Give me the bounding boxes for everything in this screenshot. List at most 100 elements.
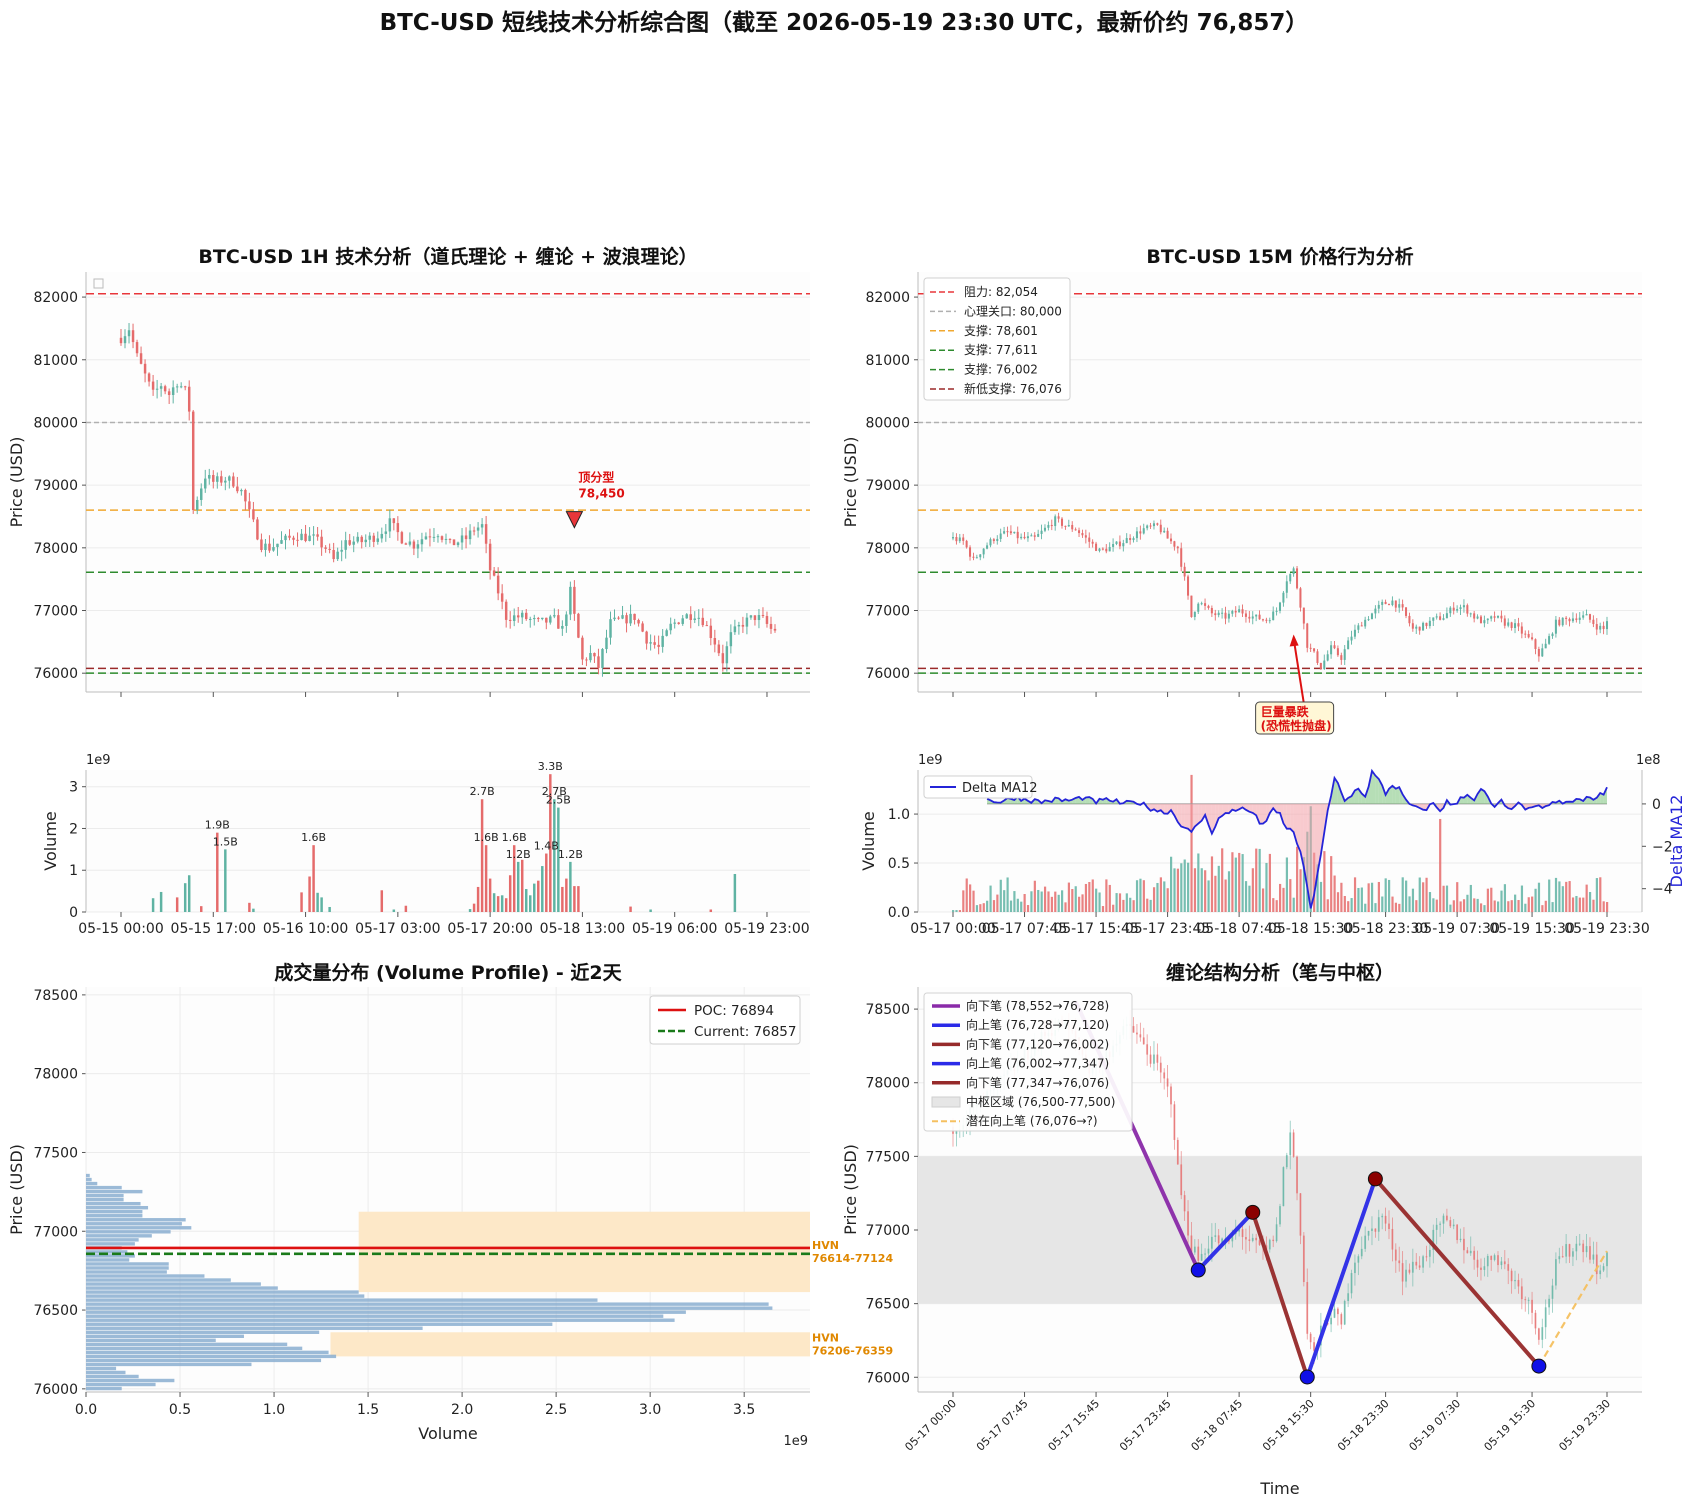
m15-candle bbox=[1173, 541, 1175, 546]
m15-candle bbox=[1378, 605, 1380, 609]
chan-candle bbox=[1582, 1244, 1584, 1252]
m15-volume-bar bbox=[1170, 857, 1172, 912]
vp-volume-bar bbox=[86, 1302, 769, 1305]
m15-volume-bar bbox=[1494, 900, 1496, 912]
m15-volume-bar bbox=[1282, 888, 1284, 912]
m15-volume-bar bbox=[1507, 901, 1509, 912]
chan-legend-label: 向下笔 (77,120→76,002) bbox=[966, 1036, 1109, 1051]
m15-candle bbox=[1344, 649, 1346, 660]
m15-volume-bar bbox=[1483, 905, 1485, 912]
m15-volume-bar bbox=[1572, 897, 1574, 912]
h1-candle bbox=[236, 487, 238, 492]
m15-annotation-title: 巨量暴跌 bbox=[1261, 704, 1310, 719]
vp-volume-bar bbox=[86, 1343, 287, 1346]
h1-volume-bar bbox=[493, 893, 495, 912]
chan-candle bbox=[1163, 1072, 1165, 1078]
chan-candle bbox=[1480, 1268, 1482, 1270]
m15-volume-bar bbox=[1027, 905, 1029, 912]
chan-candle bbox=[1388, 1224, 1390, 1229]
m15-delta-axis-label: Delta MA12 bbox=[1667, 795, 1686, 888]
chan-candle bbox=[1446, 1216, 1448, 1220]
m15-volume-bar bbox=[1289, 879, 1291, 912]
vp-volume-bar bbox=[86, 1387, 122, 1390]
h1-volume-bar bbox=[529, 895, 531, 912]
vp-volume-bar bbox=[86, 1230, 171, 1233]
m15-volume-bar bbox=[1391, 897, 1393, 912]
m15-volume-bar bbox=[1081, 894, 1083, 912]
h1-volume-bar bbox=[477, 887, 479, 912]
m15-candle bbox=[1119, 542, 1121, 547]
m15-volume-bar bbox=[1449, 905, 1451, 912]
m15-legend-label: 支撑: 76,002 bbox=[964, 362, 1038, 377]
m15-candle bbox=[1592, 620, 1594, 624]
chan-ylabel: Price (USD) bbox=[841, 1144, 860, 1235]
m15-volume-bar bbox=[1204, 870, 1206, 912]
m15-volume-bar bbox=[1541, 905, 1543, 912]
h1-candle bbox=[758, 615, 760, 620]
chan-candle bbox=[1279, 1206, 1281, 1224]
chan-candle bbox=[1344, 1301, 1346, 1325]
h1-candle bbox=[690, 614, 692, 620]
m15-candle bbox=[1425, 623, 1427, 626]
m15-candle bbox=[1385, 602, 1387, 604]
chan-ytick-label: 77000 bbox=[865, 1223, 910, 1239]
m15-volume-bar bbox=[1361, 887, 1363, 912]
vp-xtick-label: 2.5 bbox=[545, 1402, 567, 1418]
m15-delta-fill bbox=[1260, 804, 1263, 824]
vp-volume-bar bbox=[86, 1206, 148, 1209]
h1-candle bbox=[433, 537, 435, 538]
chan-candle bbox=[1351, 1273, 1353, 1293]
chan-candle bbox=[1218, 1235, 1220, 1243]
m15-volume-bar bbox=[1143, 880, 1145, 912]
h1-candle bbox=[152, 382, 154, 390]
h1-candle bbox=[437, 536, 439, 537]
chan-candle bbox=[1204, 1254, 1206, 1255]
m15-volume-bar bbox=[1412, 889, 1414, 912]
chan-candle bbox=[1160, 1063, 1162, 1073]
chan-candle bbox=[1436, 1225, 1438, 1230]
h1-candle bbox=[429, 536, 431, 537]
m15-volume-bar bbox=[1460, 901, 1462, 912]
m15-volume-bar bbox=[1235, 858, 1237, 912]
m15-volume-bar bbox=[1470, 885, 1472, 912]
m15-volume-bar bbox=[1436, 900, 1438, 912]
h1-candle bbox=[441, 536, 443, 540]
m15-candle bbox=[1201, 603, 1203, 604]
m15-candle bbox=[1558, 620, 1560, 626]
h1-candle bbox=[417, 544, 419, 548]
m15-volume-bar bbox=[1133, 900, 1135, 912]
vp-xtick-label: 3.0 bbox=[639, 1402, 661, 1418]
h1-candle bbox=[657, 645, 659, 647]
chan-candle bbox=[1443, 1216, 1445, 1224]
m15-volume-bar bbox=[1419, 878, 1421, 913]
h1-volume-bar bbox=[393, 909, 395, 912]
vp-volume-bar bbox=[86, 1363, 251, 1366]
m15-volume-bar bbox=[1218, 866, 1220, 912]
m15-volume-bar bbox=[1565, 882, 1567, 912]
h1-candle bbox=[389, 518, 391, 531]
vp-volume-bar bbox=[86, 1319, 675, 1322]
chan-candle bbox=[1456, 1225, 1458, 1240]
m15-volume-bar bbox=[1003, 890, 1005, 912]
m15-candle bbox=[1109, 547, 1111, 551]
chan-candle bbox=[1211, 1237, 1213, 1249]
m15-volume-bar bbox=[1156, 883, 1158, 912]
m15-volume-bar bbox=[1088, 882, 1090, 912]
m15-candle bbox=[1105, 549, 1107, 552]
h1-candle bbox=[176, 386, 178, 387]
h1-candle bbox=[316, 534, 318, 536]
chan-candle bbox=[1184, 1195, 1186, 1211]
h1-candle bbox=[669, 624, 671, 631]
vp-volume-bar bbox=[86, 1238, 139, 1241]
chan-candle bbox=[1245, 1237, 1247, 1239]
m15-candle bbox=[1252, 616, 1254, 618]
h1-candle bbox=[593, 653, 595, 656]
h1-candle bbox=[260, 539, 262, 550]
h1-candle bbox=[694, 618, 696, 620]
m15-volume-bar bbox=[1368, 883, 1370, 912]
vp-volume-bar bbox=[86, 1367, 116, 1370]
m15-volume-bar bbox=[1480, 903, 1482, 912]
m15-candle bbox=[1207, 606, 1209, 608]
m15-volume-bar bbox=[1347, 901, 1349, 912]
m15-candle bbox=[1555, 620, 1557, 634]
